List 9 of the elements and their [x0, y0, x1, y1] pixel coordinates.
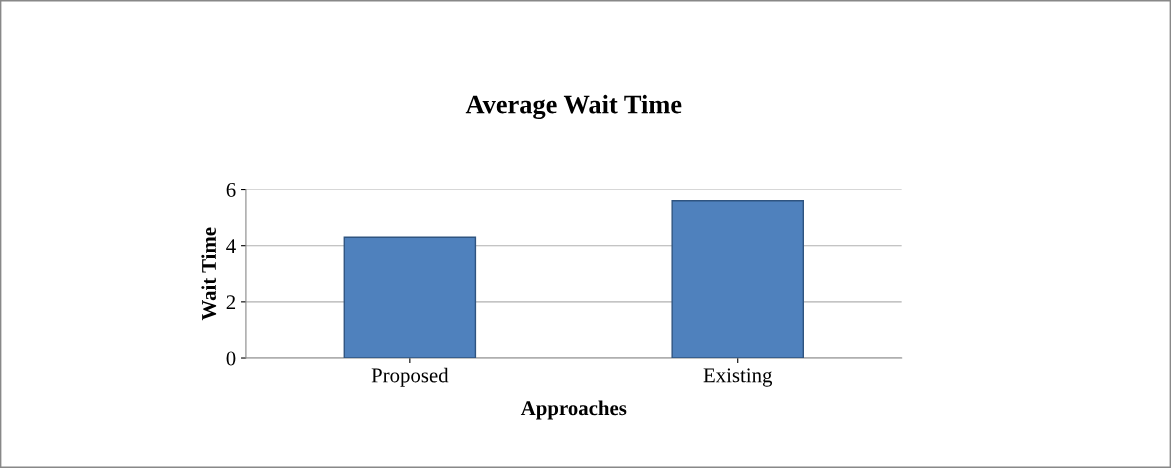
x-tick-label: Proposed: [371, 367, 449, 387]
y-tick-label: 2: [226, 295, 236, 310]
y-tick-label: 6: [226, 182, 236, 197]
x-tick-label: Existing: [703, 368, 773, 387]
y-tick-label: 4: [226, 239, 236, 253]
y-tick-label: 0: [226, 351, 236, 366]
x-axis-title: Approaches: [520, 400, 627, 420]
y-axis-title: Wait Time: [201, 227, 217, 321]
chart-title: Average Wait Time: [465, 94, 682, 119]
